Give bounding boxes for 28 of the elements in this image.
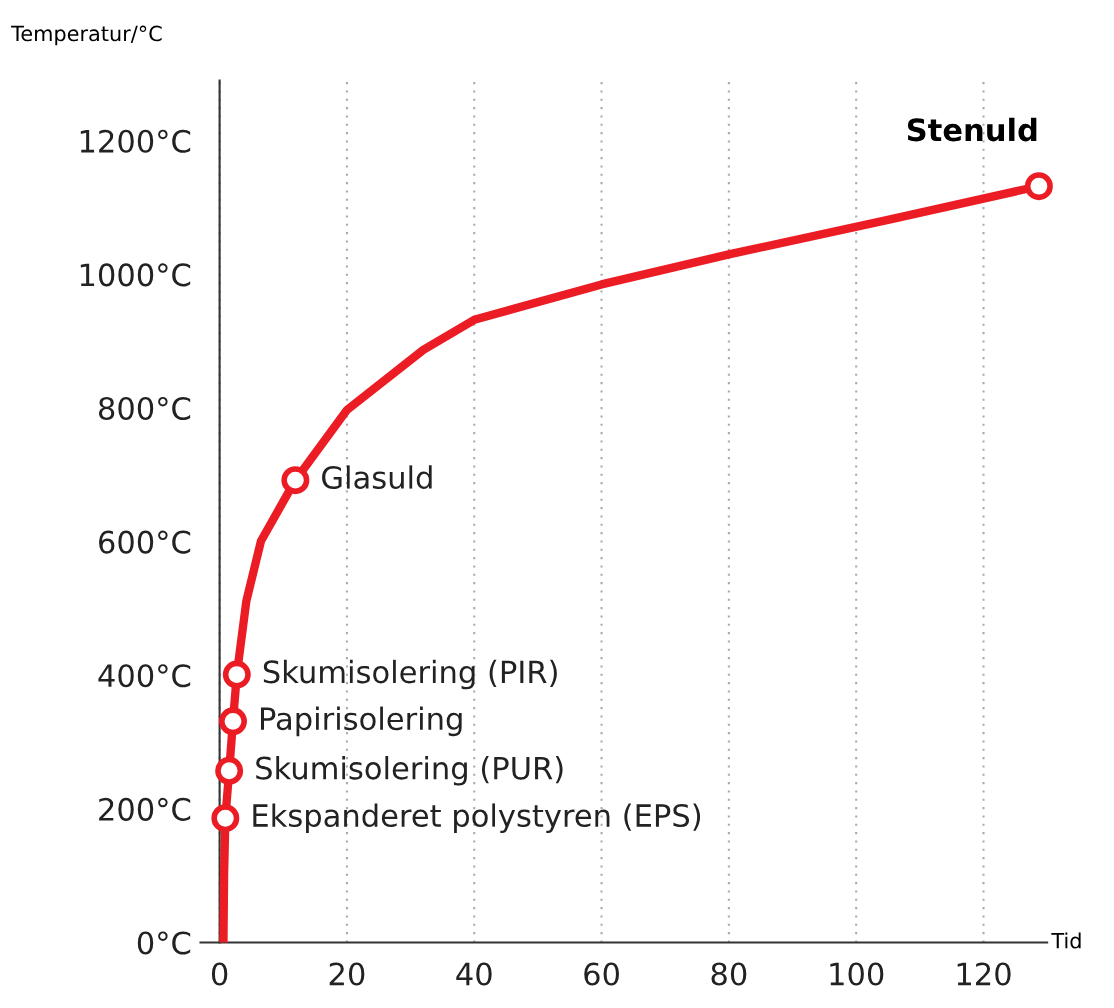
x-tick-label: 100 — [830, 962, 884, 986]
x-tick-label: 20 — [329, 962, 365, 986]
annotation: Papirisolering — [260, 706, 462, 737]
x-tick-label: 80 — [711, 962, 747, 986]
x-tick-label: 40 — [456, 962, 492, 986]
y-tick-label: 0°C — [137, 931, 191, 955]
annotation: Skumisolering (PIR) — [263, 659, 557, 690]
x-tick-label: 0 — [211, 962, 228, 986]
point — [281, 466, 310, 495]
annotation: Ekspanderet polystyren (EPS) — [253, 803, 701, 833]
annotation: Glasuld — [322, 465, 432, 490]
point — [1024, 172, 1053, 201]
annotation: Stenuld — [907, 117, 1037, 142]
point — [215, 756, 244, 785]
point — [211, 804, 240, 833]
x-tick-label: 120 — [957, 962, 1011, 986]
point — [219, 707, 247, 736]
y-tick-label: 800°C — [98, 396, 191, 421]
y-tick-label: 1000°C — [80, 263, 191, 287]
y-tick-label: 200°C — [99, 797, 191, 821]
y-tick-label: 400°C — [98, 664, 191, 688]
y-tick-label: 1200°C — [80, 129, 191, 153]
annotation: Skumisolering (PUR) — [256, 755, 563, 786]
point — [222, 660, 251, 689]
x-tick-label: 60 — [584, 962, 619, 986]
y-tick-label: 600°C — [99, 530, 191, 554]
y-axis-title: Temperatur/°C — [11, 25, 162, 46]
x-axis-title: Tid — [1051, 932, 1081, 949]
